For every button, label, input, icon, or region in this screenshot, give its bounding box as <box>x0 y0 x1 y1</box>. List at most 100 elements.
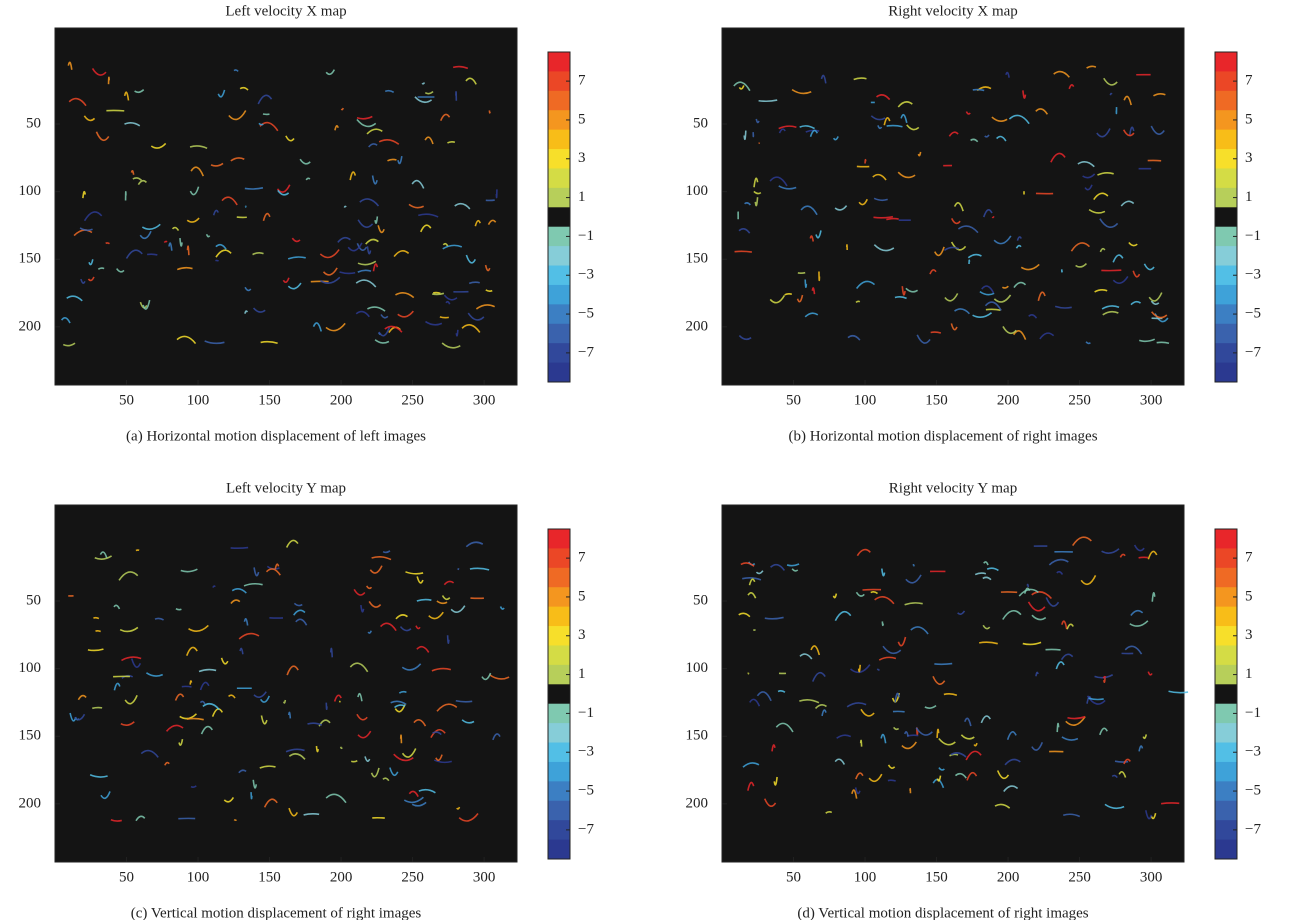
colorbar-band <box>1215 91 1237 111</box>
x-tick-label: 200 <box>330 392 353 408</box>
edge-stroke <box>234 820 236 821</box>
panel: Right velocity X map50100150200250300501… <box>686 3 1262 444</box>
y-tick-label: 150 <box>19 728 42 744</box>
edge-stroke <box>1157 342 1169 343</box>
x-tick-label: 100 <box>187 869 210 885</box>
edge-stroke <box>489 110 490 112</box>
colorbar-band <box>1215 363 1237 383</box>
colorbar-band <box>1215 645 1237 665</box>
colorbar-band <box>548 168 570 188</box>
colorbar-tick-label: 3 <box>578 150 586 166</box>
colorbar-band <box>548 130 570 150</box>
x-tick-label: 150 <box>925 392 948 408</box>
x-tick-label: 100 <box>854 392 877 408</box>
panel-title: Left velocity X map <box>225 3 346 19</box>
y-tick-label: 200 <box>19 318 42 334</box>
colorbar-tick-label: −7 <box>1245 821 1261 837</box>
x-tick-label: 300 <box>1140 869 1163 885</box>
y-tick-label: 150 <box>686 251 709 267</box>
image-area <box>55 28 517 385</box>
edge-stroke <box>147 254 157 255</box>
x-tick-label: 50 <box>786 392 801 408</box>
colorbar-tick-label: −1 <box>1245 228 1261 244</box>
edge-stroke <box>401 735 402 743</box>
edge-stroke <box>215 260 218 261</box>
colorbar-tick-label: −7 <box>1245 344 1261 360</box>
edge-stroke <box>986 309 1001 310</box>
x-tick-label: 250 <box>1068 869 1091 885</box>
colorbar-band <box>548 762 570 782</box>
image-area <box>722 28 1184 385</box>
edge-stroke <box>888 780 896 781</box>
edge-stroke <box>433 293 440 294</box>
colorbar-band <box>548 645 570 665</box>
colorbar-tick-label: 5 <box>578 588 586 604</box>
colorbar-tick-label: −5 <box>1245 305 1261 321</box>
colorbar-band <box>548 840 570 860</box>
colorbar-band <box>1215 130 1237 150</box>
colorbar-band <box>1215 801 1237 821</box>
colorbar-band <box>548 607 570 627</box>
edge-stroke <box>92 708 102 709</box>
colorbar-tick-label: 5 <box>1245 111 1253 127</box>
y-tick-label: 200 <box>686 795 709 811</box>
colorbar-tick-label: 5 <box>578 111 586 127</box>
colorbar-band <box>548 801 570 821</box>
x-tick-label: 150 <box>258 869 281 885</box>
x-tick-label: 150 <box>258 392 281 408</box>
y-tick-label: 200 <box>686 318 709 334</box>
colorbar-tick-label: 5 <box>1245 588 1253 604</box>
colorbar-band <box>1215 607 1237 627</box>
panel: Left velocity X map501001502002503005010… <box>19 3 595 444</box>
colorbar-tick-label: −1 <box>578 228 594 244</box>
colorbar-band <box>548 684 570 704</box>
colorbar-tick-label: −5 <box>578 782 594 798</box>
edge-stroke <box>785 294 792 295</box>
colorbar-band <box>1215 529 1237 549</box>
edge-stroke <box>496 189 497 197</box>
colorbar-band <box>548 91 570 111</box>
colorbar-band <box>548 324 570 344</box>
colorbar-tick-label: 7 <box>578 73 586 89</box>
edge-stroke <box>934 664 952 665</box>
colorbar-tick-label: −3 <box>1245 744 1261 760</box>
edge-stroke <box>326 703 327 710</box>
y-tick-label: 150 <box>19 251 42 267</box>
colorbar-band <box>1215 840 1237 860</box>
edge-stroke <box>973 90 984 91</box>
panel-caption: (a) Horizontal motion displacement of le… <box>126 428 426 444</box>
panel-caption: (c) Vertical motion displacement of righ… <box>131 905 422 920</box>
x-tick-label: 300 <box>473 869 496 885</box>
colorbar-band <box>1215 207 1237 227</box>
edge-stroke <box>106 243 110 244</box>
y-tick-label: 100 <box>19 183 42 199</box>
edge-stroke <box>251 792 252 799</box>
colorbar-band <box>1215 246 1237 266</box>
colorbar-band <box>1215 568 1237 588</box>
y-tick-label: 50 <box>26 115 41 131</box>
colorbar-tick-label: −7 <box>578 821 594 837</box>
edge-stroke <box>95 631 100 632</box>
colorbar-tick-label: 7 <box>578 550 586 566</box>
edge-stroke <box>109 77 110 84</box>
colorbar-band <box>548 246 570 266</box>
panel-caption: (b) Horizontal motion displacement of ri… <box>788 428 1097 444</box>
panel-title: Left velocity Y map <box>226 480 346 496</box>
x-tick-label: 200 <box>997 392 1020 408</box>
x-tick-label: 50 <box>119 869 134 885</box>
colorbar-band <box>548 529 570 549</box>
colorbar-band <box>1215 324 1237 344</box>
x-tick-label: 150 <box>925 869 948 885</box>
colorbar-tick-label: −7 <box>578 344 594 360</box>
colorbar-band <box>1215 684 1237 704</box>
colorbar-band <box>1215 762 1237 782</box>
x-tick-label: 200 <box>997 869 1020 885</box>
figure: Left velocity X map 50 100 150 200 250 300 50 10… <box>0 0 1298 920</box>
colorbar-tick-label: −3 <box>1245 267 1261 283</box>
colorbar-band <box>548 723 570 743</box>
colorbar-tick-label: 7 <box>1245 73 1253 89</box>
colorbar-band <box>548 285 570 305</box>
colorbar-band <box>1215 723 1237 743</box>
